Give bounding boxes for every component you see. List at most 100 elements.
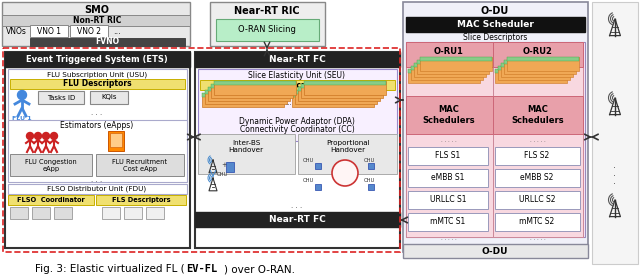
Text: CHU: CHU [302, 178, 314, 183]
Bar [208, 87, 290, 91]
Text: eMBB S2: eMBB S2 [520, 174, 554, 183]
Bar [8, 120, 187, 182]
Bar [501, 63, 573, 77]
Bar [406, 17, 585, 32]
Bar [292, 93, 374, 97]
Bar [96, 154, 184, 176]
Bar [403, 244, 588, 258]
Text: .: . [614, 168, 616, 178]
Bar [298, 87, 380, 91]
Text: Cost eApp: Cost eApp [123, 166, 157, 172]
Bar [406, 42, 493, 237]
Bar [368, 163, 374, 169]
Text: FLU Congestion: FLU Congestion [25, 159, 77, 165]
Bar [498, 66, 570, 80]
Text: FLSO  Coordinator: FLSO Coordinator [17, 197, 85, 203]
Text: Dynamic Power Adaptor (DPA): Dynamic Power Adaptor (DPA) [239, 117, 355, 126]
Bar [108, 131, 124, 151]
Text: eApp: eApp [42, 166, 60, 172]
Bar [8, 69, 187, 132]
Text: FLU 1: FLU 1 [12, 117, 32, 122]
Circle shape [51, 133, 58, 139]
Bar [214, 81, 296, 95]
Bar [411, 66, 483, 80]
Bar [202, 93, 284, 97]
Text: FLS S2: FLS S2 [524, 152, 550, 161]
Text: FLU Recruitment: FLU Recruitment [113, 159, 168, 165]
Text: Handover: Handover [330, 147, 365, 153]
Bar [200, 80, 395, 90]
Bar [420, 57, 492, 61]
Text: . . . . .: . . . . . [441, 138, 457, 142]
Bar [504, 60, 576, 74]
Text: KQIs: KQIs [101, 95, 116, 100]
Bar [298, 134, 397, 174]
Text: Event Triggered System (ETS): Event Triggered System (ETS) [26, 55, 168, 64]
Bar [195, 212, 400, 227]
Text: O-DU: O-DU [481, 6, 509, 16]
Bar [417, 60, 489, 74]
Circle shape [26, 133, 33, 139]
Bar [495, 169, 580, 187]
Text: CHU: CHU [364, 178, 374, 183]
Text: ...: ... [113, 26, 121, 35]
Text: Fig. 3: Elastic virtualized FL (: Fig. 3: Elastic virtualized FL ( [35, 264, 185, 274]
Text: SMO: SMO [84, 5, 109, 15]
Text: Near-RT FC: Near-RT FC [269, 55, 325, 64]
Bar [592, 2, 638, 264]
Bar [30, 38, 185, 46]
Bar [208, 87, 290, 101]
Bar [507, 57, 579, 61]
Bar [146, 207, 164, 219]
Bar [304, 81, 386, 85]
Text: CHU: CHU [364, 158, 374, 163]
Text: . . . . .: . . . . . [530, 138, 546, 142]
Text: Near-RT FC: Near-RT FC [269, 215, 325, 224]
Bar [295, 90, 377, 104]
Text: DPU: DPU [337, 170, 353, 176]
Text: Handover: Handover [228, 147, 264, 153]
Bar [507, 57, 579, 71]
Bar [301, 84, 383, 98]
Bar [214, 81, 296, 85]
Bar [315, 184, 321, 190]
Bar [216, 19, 319, 41]
Text: O-DU: O-DU [482, 246, 508, 255]
Bar [102, 207, 120, 219]
Bar [30, 25, 68, 37]
Bar [495, 191, 580, 209]
Bar [198, 69, 397, 141]
Bar [368, 184, 374, 190]
Text: VNOs: VNOs [6, 26, 26, 35]
Text: URLLC S2: URLLC S2 [519, 196, 556, 205]
Text: . . .: . . . [92, 177, 102, 183]
Text: .: . [614, 176, 616, 186]
Text: ) over O-RAN.: ) over O-RAN. [224, 264, 295, 274]
Text: FLSO Distributor Unit (FDU): FLSO Distributor Unit (FDU) [47, 186, 147, 192]
Text: MAC
Schedulers: MAC Schedulers [512, 105, 564, 125]
Text: eMBB S1: eMBB S1 [431, 174, 465, 183]
Text: Slice Descriptors: Slice Descriptors [463, 32, 527, 42]
Bar [495, 213, 580, 231]
Bar [5, 52, 190, 248]
Circle shape [17, 90, 26, 100]
Bar [295, 90, 377, 94]
Bar [498, 66, 570, 70]
Bar [417, 60, 489, 64]
Bar [501, 63, 573, 67]
Bar [205, 90, 287, 94]
Text: FLS Descriptors: FLS Descriptors [112, 197, 170, 203]
Text: Proportional: Proportional [326, 140, 370, 146]
Text: mMTC S2: mMTC S2 [520, 218, 555, 227]
Text: Slices: Slices [524, 56, 552, 65]
Bar [32, 207, 50, 219]
Bar [411, 66, 483, 70]
Text: . . . . .: . . . . . [530, 235, 546, 241]
Text: FLU Descriptors: FLU Descriptors [63, 79, 131, 89]
Bar [3, 48, 400, 252]
Text: EV-FL: EV-FL [186, 264, 217, 274]
Bar [403, 2, 588, 252]
Text: . . .: . . . [92, 110, 102, 116]
Text: FLU Subscription Unit (USU): FLU Subscription Unit (USU) [47, 72, 147, 78]
Bar [495, 147, 580, 165]
